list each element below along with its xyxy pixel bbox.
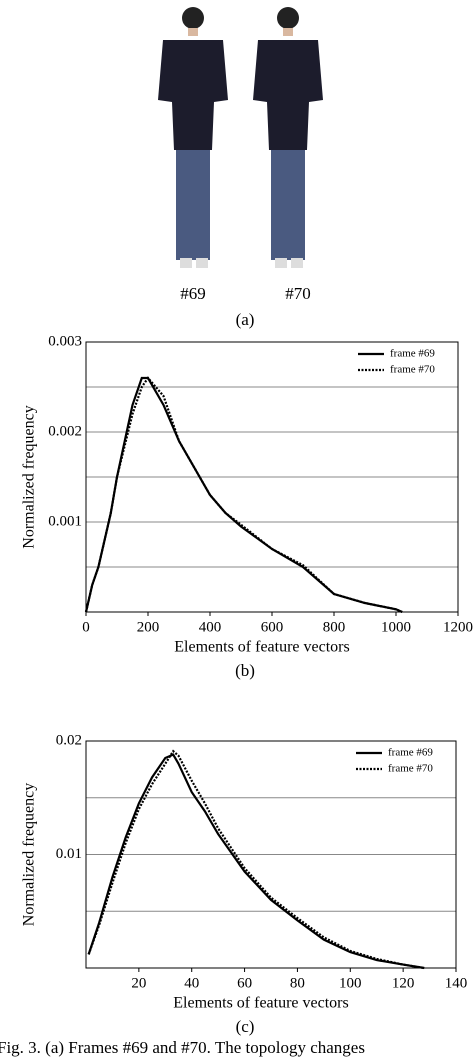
x-axis-label: Elements of feature vectors xyxy=(173,995,348,1012)
x-tick-label: 140 xyxy=(445,975,468,991)
series-line xyxy=(84,376,403,614)
y-tick-label: 0.002 xyxy=(48,423,82,439)
series-line xyxy=(87,753,425,970)
x-tick-label: 0 xyxy=(82,619,90,635)
panel-label: (c) xyxy=(236,1017,255,1036)
photo-frame-69 xyxy=(158,7,228,268)
x-tick-label: 400 xyxy=(199,619,222,635)
legend-label: frame #69 xyxy=(388,747,433,759)
x-tick-label: 60 xyxy=(237,975,252,991)
y-tick-label: 0.01 xyxy=(56,846,82,862)
x-tick-label: 80 xyxy=(290,975,305,991)
plot-frame xyxy=(85,341,459,613)
y-axis-label: Normalized frequency xyxy=(21,783,38,926)
y-tick-label: 0.003 xyxy=(48,333,82,349)
photo-frame-70 xyxy=(253,7,323,268)
plot-frame xyxy=(85,740,457,969)
legend-label: frame #70 xyxy=(388,763,433,775)
x-tick-label: 1200 xyxy=(443,619,473,635)
frame-label: #69 xyxy=(180,284,206,303)
y-tick-label: 0.001 xyxy=(48,513,82,529)
x-tick-label: 100 xyxy=(339,975,362,991)
y-tick-label: 0.02 xyxy=(56,732,82,748)
x-tick-label: 800 xyxy=(323,619,346,635)
x-axis-label: Elements of feature vectors xyxy=(174,639,349,656)
frame-label: #70 xyxy=(285,284,311,303)
series-line xyxy=(87,749,425,970)
y-axis-label: Normalized frequency xyxy=(21,405,38,548)
panel-label: (b) xyxy=(235,661,255,680)
x-tick-label: 20 xyxy=(131,975,146,991)
x-tick-label: 200 xyxy=(137,619,160,635)
x-tick-label: 600 xyxy=(261,619,284,635)
panel-label: (a) xyxy=(236,310,255,329)
x-tick-label: 120 xyxy=(392,975,415,991)
x-tick-label: 40 xyxy=(184,975,199,991)
legend-label: frame #69 xyxy=(390,348,435,360)
legend-label: frame #70 xyxy=(390,364,435,376)
caption: Fig. 3. (a) Frames #69 and #70. The topo… xyxy=(0,1038,365,1057)
x-tick-label: 1000 xyxy=(381,619,411,635)
